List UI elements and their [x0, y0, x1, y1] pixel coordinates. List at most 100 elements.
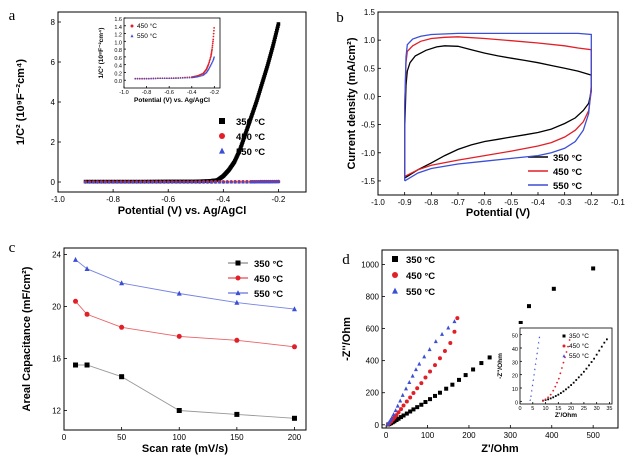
- inset-data-point: [554, 395, 557, 397]
- data-point: [471, 367, 476, 372]
- inset-data-point: [559, 392, 562, 394]
- data-point: [127, 179, 131, 184]
- inset-data-point: [582, 370, 585, 373]
- data-point: [225, 179, 230, 184]
- data-point: [138, 179, 143, 184]
- series-line: [404, 45, 592, 179]
- data-point: [265, 64, 270, 68]
- x-tick-label: -0.2: [584, 198, 598, 207]
- inset-legend-entry: 550 °C: [137, 32, 157, 40]
- panel-label: c: [9, 240, 16, 256]
- data-point: [410, 373, 415, 378]
- x-tick-label: -0.3: [558, 198, 572, 207]
- legend-marker: [235, 275, 241, 281]
- inset-data-point: [209, 58, 211, 61]
- data-point: [83, 179, 88, 184]
- data-point: [193, 179, 198, 184]
- inset-data-point: [593, 357, 596, 360]
- data-point: [408, 409, 413, 414]
- inset-data-point: [557, 377, 560, 380]
- x-tick-label: -0.4: [187, 90, 196, 96]
- y-tick-label: 0: [375, 421, 380, 430]
- x-tick-label: -0.6: [478, 198, 492, 207]
- data-point: [487, 355, 492, 360]
- data-point: [234, 337, 240, 343]
- inset-legend-marker: [562, 354, 566, 358]
- data-point: [423, 400, 428, 405]
- data-point: [272, 39, 276, 44]
- x-tick-label: 25: [581, 406, 587, 412]
- inset-data-point: [559, 372, 562, 375]
- legend-marker: [392, 287, 398, 294]
- y-tick-label: 0.0: [114, 79, 122, 85]
- legend-marker: [219, 118, 225, 124]
- data-point: [73, 256, 79, 262]
- data-point: [463, 373, 468, 378]
- data-point: [419, 402, 424, 407]
- inset-data-point: [154, 77, 157, 80]
- inset-data-point: [556, 381, 558, 384]
- x-tick-label: 150: [230, 433, 244, 442]
- legend-entry: 550 °C: [236, 147, 265, 158]
- y-tick-label: 20: [512, 374, 518, 380]
- inset-data-point: [179, 76, 182, 79]
- legend-marker: [235, 290, 241, 296]
- data-point: [428, 397, 433, 402]
- data-point: [256, 94, 260, 99]
- x-tick-label: 5: [531, 406, 534, 412]
- inset-data-point: [212, 38, 215, 41]
- inset-data-point: [150, 77, 153, 80]
- data-point: [245, 179, 249, 184]
- x-tick-label: -0.5: [504, 198, 518, 207]
- inset-data-point: [530, 394, 532, 397]
- inset-data-point: [603, 341, 606, 344]
- data-point: [479, 361, 484, 366]
- y-axis-label: Current density (mA/cm²): [346, 37, 358, 169]
- x-tick-label: 100: [173, 433, 187, 442]
- x-tick-label: 20: [568, 406, 574, 412]
- inset-data-point: [172, 77, 175, 79]
- data-point: [142, 179, 147, 184]
- y-tick-label: 0.4: [114, 64, 122, 70]
- data-point: [261, 76, 266, 81]
- panel-label: d: [342, 252, 350, 268]
- data-point: [119, 179, 123, 184]
- y-tick-label: 1.0: [114, 40, 122, 46]
- inset-data-point: [147, 77, 150, 80]
- x-axis-label: Scan rate (mV/s): [142, 443, 229, 455]
- y-tick-label: 16: [52, 355, 61, 364]
- data-point: [432, 393, 437, 398]
- x-tick-label: -0.6: [161, 195, 175, 204]
- data-point: [180, 179, 184, 184]
- inset-x-axis-label: Potential (V) vs. Ag/AgCl: [134, 97, 210, 104]
- legend-entry: 550 °C: [406, 287, 435, 298]
- y-tick-label: 24: [52, 251, 61, 260]
- y-tick-label: 1.6: [114, 17, 122, 23]
- inset-data-point: [213, 55, 216, 58]
- y-tick-label: 1.0: [364, 36, 376, 45]
- data-point: [178, 179, 182, 184]
- data-point: [389, 415, 394, 420]
- inset-data-point: [567, 345, 569, 348]
- inset-data-point: [143, 77, 146, 80]
- data-point: [190, 179, 194, 184]
- inset-data-point: [186, 76, 189, 79]
- data-point: [269, 50, 274, 54]
- data-point: [271, 44, 275, 48]
- inset-data-point: [212, 40, 214, 43]
- inset-data-point: [188, 76, 191, 79]
- series-line: [404, 32, 592, 182]
- y-tick-label: 0.5: [364, 64, 376, 73]
- data-point: [97, 179, 102, 184]
- data-point: [268, 52, 273, 56]
- y-tick-label: 30: [512, 360, 518, 366]
- data-point: [399, 407, 404, 412]
- legend-marker: [392, 256, 398, 262]
- x-tick-label: -0.8: [424, 198, 438, 207]
- data-point: [270, 46, 275, 50]
- y-axis-label: 1/C² (10⁹F⁻²cm⁴): [15, 59, 27, 145]
- data-point: [99, 179, 104, 184]
- inset-data-point: [210, 51, 213, 53]
- data-point: [146, 179, 151, 184]
- data-point: [95, 179, 100, 184]
